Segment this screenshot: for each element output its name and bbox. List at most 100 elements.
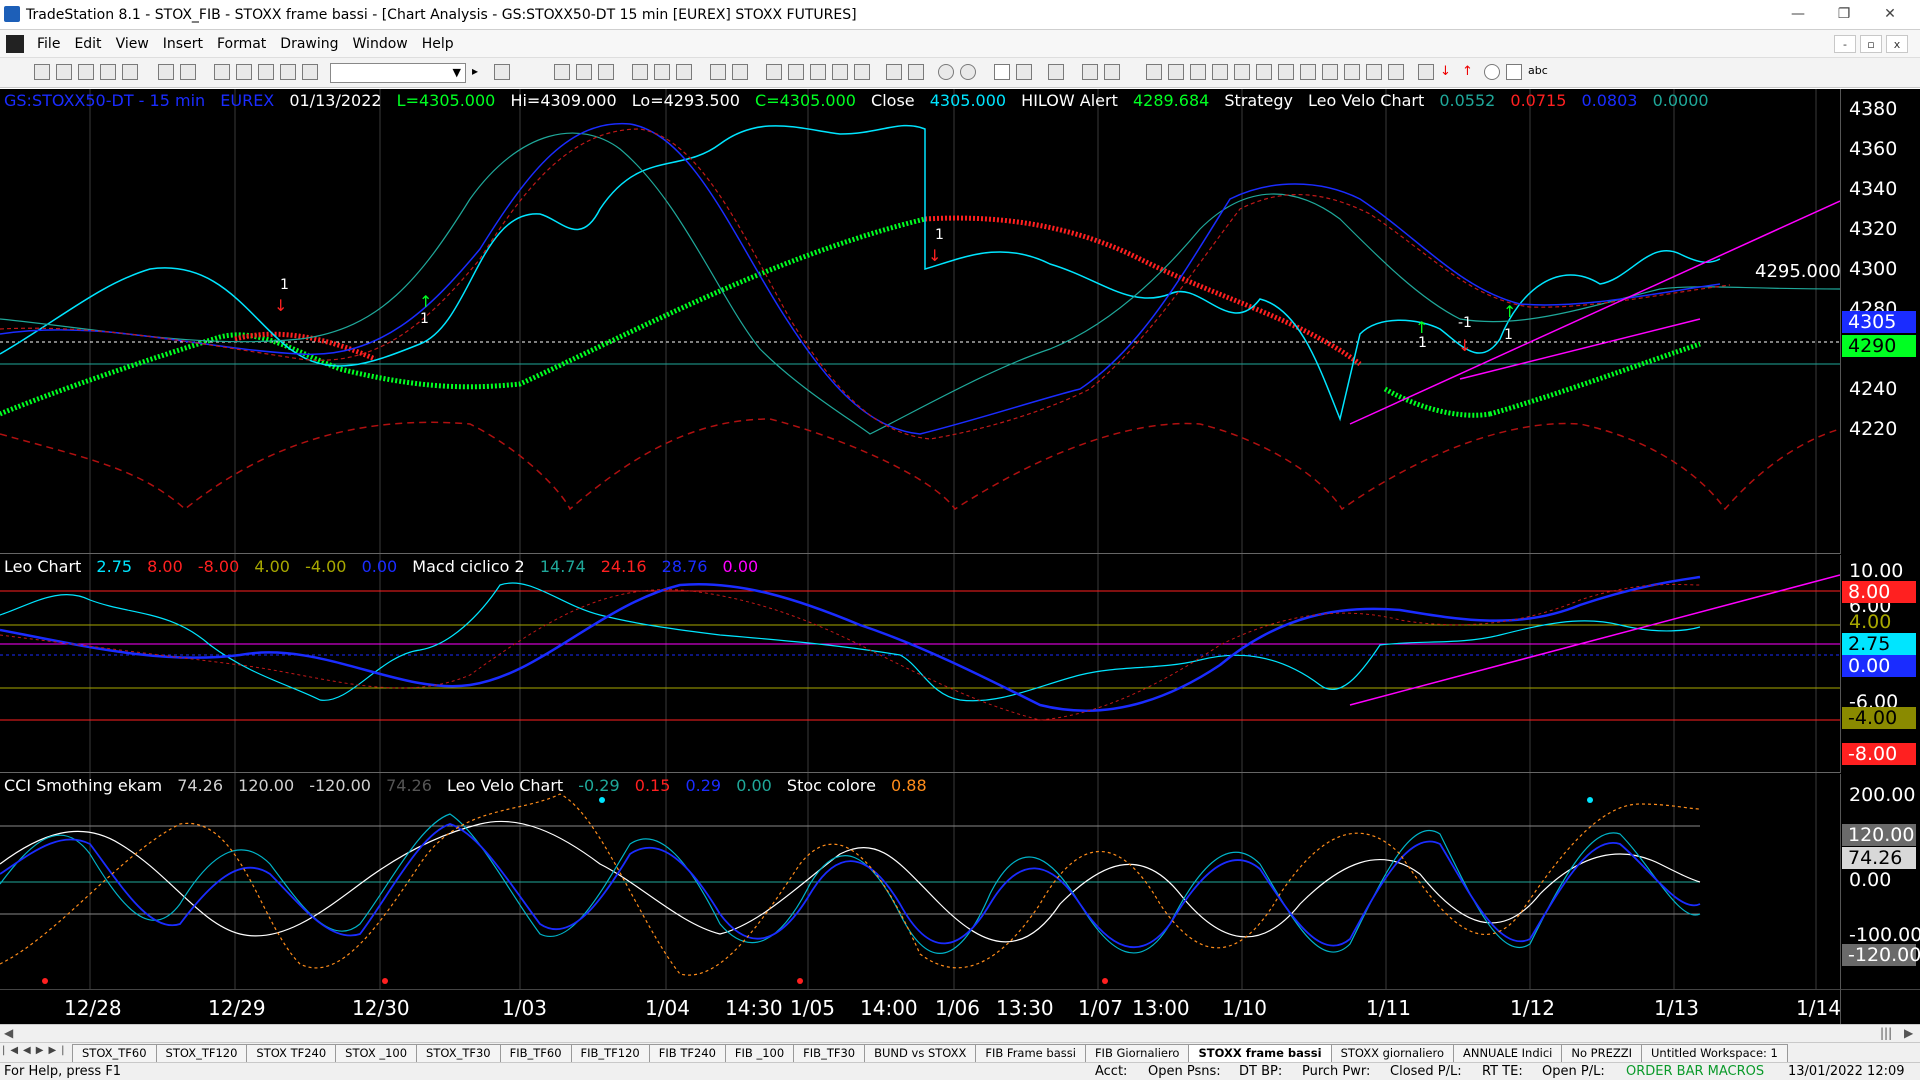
refresh-icon[interactable] [676, 64, 692, 80]
status-macros[interactable]: ORDER BAR MACROS [1626, 1064, 1765, 1079]
restore-button[interactable]: ❐ [1837, 6, 1851, 22]
tab-annuale-indici[interactable]: ANNUALE Indici [1452, 1044, 1563, 1062]
mdi-restore-button[interactable]: ▫ [1860, 35, 1882, 53]
menu-view[interactable]: View [115, 36, 149, 52]
tab-nav-icons[interactable]: |◀◀▶▶| [2, 1045, 70, 1056]
mdi-minimize-button[interactable]: - [1834, 35, 1856, 53]
speed-lines-icon[interactable] [1256, 64, 1272, 80]
menu-window[interactable]: Window [352, 36, 408, 52]
arrow-up-icon[interactable]: ↑ [1462, 64, 1473, 79]
menu-file[interactable]: File [37, 36, 61, 52]
rectangle-icon[interactable] [1506, 64, 1522, 80]
expand-icon[interactable] [1104, 64, 1120, 80]
tab-fib-giornaliero[interactable]: FIB Giornaliero [1084, 1044, 1190, 1062]
scroll-left-icon[interactable] [886, 64, 902, 80]
tab-fib-frame-bassi[interactable]: FIB Frame bassi [975, 1044, 1086, 1062]
cci-pane[interactable]: CCI Smothing ekam 74.26 120.00 -120.00 7… [0, 774, 1840, 989]
scanner-icon[interactable] [732, 64, 748, 80]
print-icon[interactable] [158, 64, 174, 80]
price-pane[interactable]: GS:STOXX50-DT - 15 min EUREX 01/13/2022 … [0, 89, 1841, 554]
candle-icon[interactable] [788, 64, 804, 80]
ellipse-icon[interactable] [1484, 64, 1500, 80]
crosshair-icon[interactable] [1016, 64, 1032, 80]
gann-fan-icon[interactable] [1278, 64, 1294, 80]
menu-drawing[interactable]: Drawing [280, 36, 339, 52]
minimize-button[interactable]: — [1791, 6, 1805, 22]
menu-insert[interactable]: Insert [162, 36, 203, 52]
scroll-thumb-icon[interactable]: ||| [1880, 1026, 1893, 1040]
line-chart-icon[interactable] [832, 64, 848, 80]
scroll-left-arrow-icon[interactable]: ◀ [4, 1026, 14, 1040]
time-axis[interactable]: 12/28 12/29 12/30 1/03 1/04 14:30 1/05 1… [0, 989, 1841, 1024]
format-bar-icon[interactable] [554, 64, 570, 80]
arrow-line-icon[interactable] [1300, 64, 1316, 80]
tab-stox-100[interactable]: STOX _100 [335, 1044, 418, 1062]
menu-edit[interactable]: Edit [74, 36, 102, 52]
menu-help[interactable]: Help [421, 36, 454, 52]
symbol-combo[interactable]: ▼ [330, 63, 466, 83]
chart-window-icon[interactable] [6, 35, 24, 53]
tab-stoxx-frame-bassi[interactable]: STOXX frame bassi [1188, 1044, 1332, 1062]
sync-icon[interactable] [1082, 64, 1098, 80]
pointer-icon[interactable] [994, 64, 1010, 80]
cycle-lines-icon[interactable] [1366, 64, 1382, 80]
tab-fib-tf240[interactable]: FIB TF240 [648, 1044, 726, 1062]
tab-stox-tf240[interactable]: STOX TF240 [246, 1044, 337, 1062]
arrow-down-icon[interactable]: ↓ [1440, 64, 1451, 79]
radar-icon[interactable] [710, 64, 726, 80]
scroll-right-icon[interactable] [908, 64, 924, 80]
drawing-tool-icon[interactable] [1048, 64, 1064, 80]
price-tick: 4340 [1849, 178, 1898, 200]
leo-chart-pane[interactable]: Leo Chart 2.75 8.00 -8.00 4.00 -4.00 0.0… [0, 555, 1840, 773]
tab-bund-vs-stoxx[interactable]: BUND vs STOXX [864, 1044, 977, 1062]
data-window-icon[interactable] [598, 64, 614, 80]
tab-no-prezzi[interactable]: No PREZZI [1561, 1044, 1643, 1062]
save-icon[interactable] [78, 64, 94, 80]
tab-fib-100[interactable]: FIB _100 [724, 1044, 795, 1062]
print-preview-icon[interactable] [180, 64, 196, 80]
open-icon[interactable] [56, 64, 72, 80]
format-window-icon[interactable] [576, 64, 592, 80]
pen-icon[interactable] [1388, 64, 1404, 80]
close-button[interactable]: ✕ [1884, 6, 1896, 22]
lock-icon[interactable] [258, 64, 274, 80]
tab-stox-tf120[interactable]: STOX_TF120 [155, 1044, 248, 1062]
fibonacci-icon[interactable] [1212, 64, 1228, 80]
arc-icon[interactable] [1344, 64, 1360, 80]
workspace-icon[interactable] [122, 64, 138, 80]
save-all-icon[interactable] [100, 64, 116, 80]
tab-fib-tf120[interactable]: FIB_TF120 [570, 1044, 650, 1062]
tab-fib-tf30[interactable]: FIB_TF30 [793, 1044, 866, 1062]
color-icon[interactable] [302, 64, 318, 80]
tab-stox-tf30[interactable]: STOX_TF30 [416, 1044, 501, 1062]
scroll-right-arrow-icon[interactable]: ▶ [1904, 1026, 1914, 1040]
play-icon[interactable]: ▸ [472, 64, 479, 78]
curve-icon[interactable] [1418, 64, 1434, 80]
indicator-icon[interactable] [632, 64, 648, 80]
zoom-out-icon[interactable] [960, 64, 976, 80]
new-icon[interactable] [34, 64, 50, 80]
channel-icon[interactable] [1234, 64, 1250, 80]
tab-fib-tf60[interactable]: FIB_TF60 [499, 1044, 572, 1062]
mdi-close-button[interactable]: x [1886, 35, 1908, 53]
tab-stoxx-giornaliero[interactable]: STOXX giornaliero [1330, 1044, 1454, 1062]
text-tool-icon[interactable]: abc [1528, 64, 1548, 77]
tile-icon[interactable] [236, 64, 252, 80]
window-icon[interactable] [214, 64, 230, 80]
chart-type-icon[interactable] [766, 64, 782, 80]
menu-format[interactable]: Format [216, 36, 267, 52]
pnf-icon[interactable] [854, 64, 870, 80]
vertical-line-icon[interactable] [1168, 64, 1184, 80]
trendline-icon[interactable] [1146, 64, 1162, 80]
strategy-icon[interactable] [654, 64, 670, 80]
chart-analysis-window[interactable]: GS:STOXX50-DT - 15 min EUREX 01/13/2022 … [0, 89, 1920, 1024]
tab-untitled-workspace[interactable]: Untitled Workspace: 1 [1641, 1044, 1788, 1062]
zoom-in-icon[interactable] [938, 64, 954, 80]
horizontal-scrollbar[interactable]: ◀ ||| ▶ [0, 1024, 1920, 1042]
tab-stox-tf60[interactable]: STOX_TF60 [72, 1044, 157, 1062]
fib-time-icon[interactable] [1322, 64, 1338, 80]
find-icon[interactable] [494, 64, 510, 80]
tools-icon[interactable] [280, 64, 296, 80]
bar-icon[interactable] [810, 64, 826, 80]
horizontal-line-icon[interactable] [1190, 64, 1206, 80]
